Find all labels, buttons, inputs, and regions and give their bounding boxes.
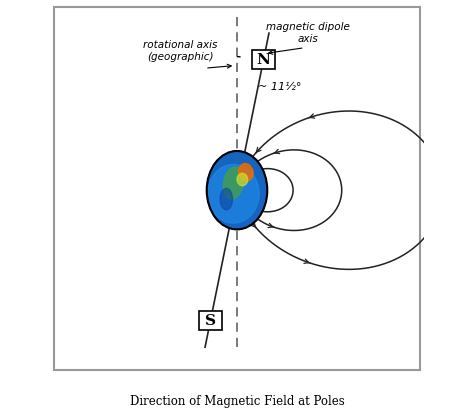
Ellipse shape — [207, 151, 267, 229]
Ellipse shape — [238, 164, 253, 181]
Ellipse shape — [237, 173, 248, 186]
Ellipse shape — [220, 188, 233, 210]
Text: rotational axis
(geographic): rotational axis (geographic) — [143, 39, 217, 62]
Text: magnetic dipole
axis: magnetic dipole axis — [266, 22, 350, 44]
FancyBboxPatch shape — [252, 51, 274, 69]
Text: N: N — [256, 53, 271, 67]
Ellipse shape — [223, 167, 244, 199]
Text: Direction of Magnetic Field at Poles: Direction of Magnetic Field at Poles — [129, 395, 345, 408]
FancyBboxPatch shape — [54, 7, 420, 370]
FancyBboxPatch shape — [200, 311, 222, 330]
Text: S: S — [205, 314, 216, 327]
Text: ~ 11½°: ~ 11½° — [258, 82, 302, 92]
Ellipse shape — [208, 164, 259, 223]
